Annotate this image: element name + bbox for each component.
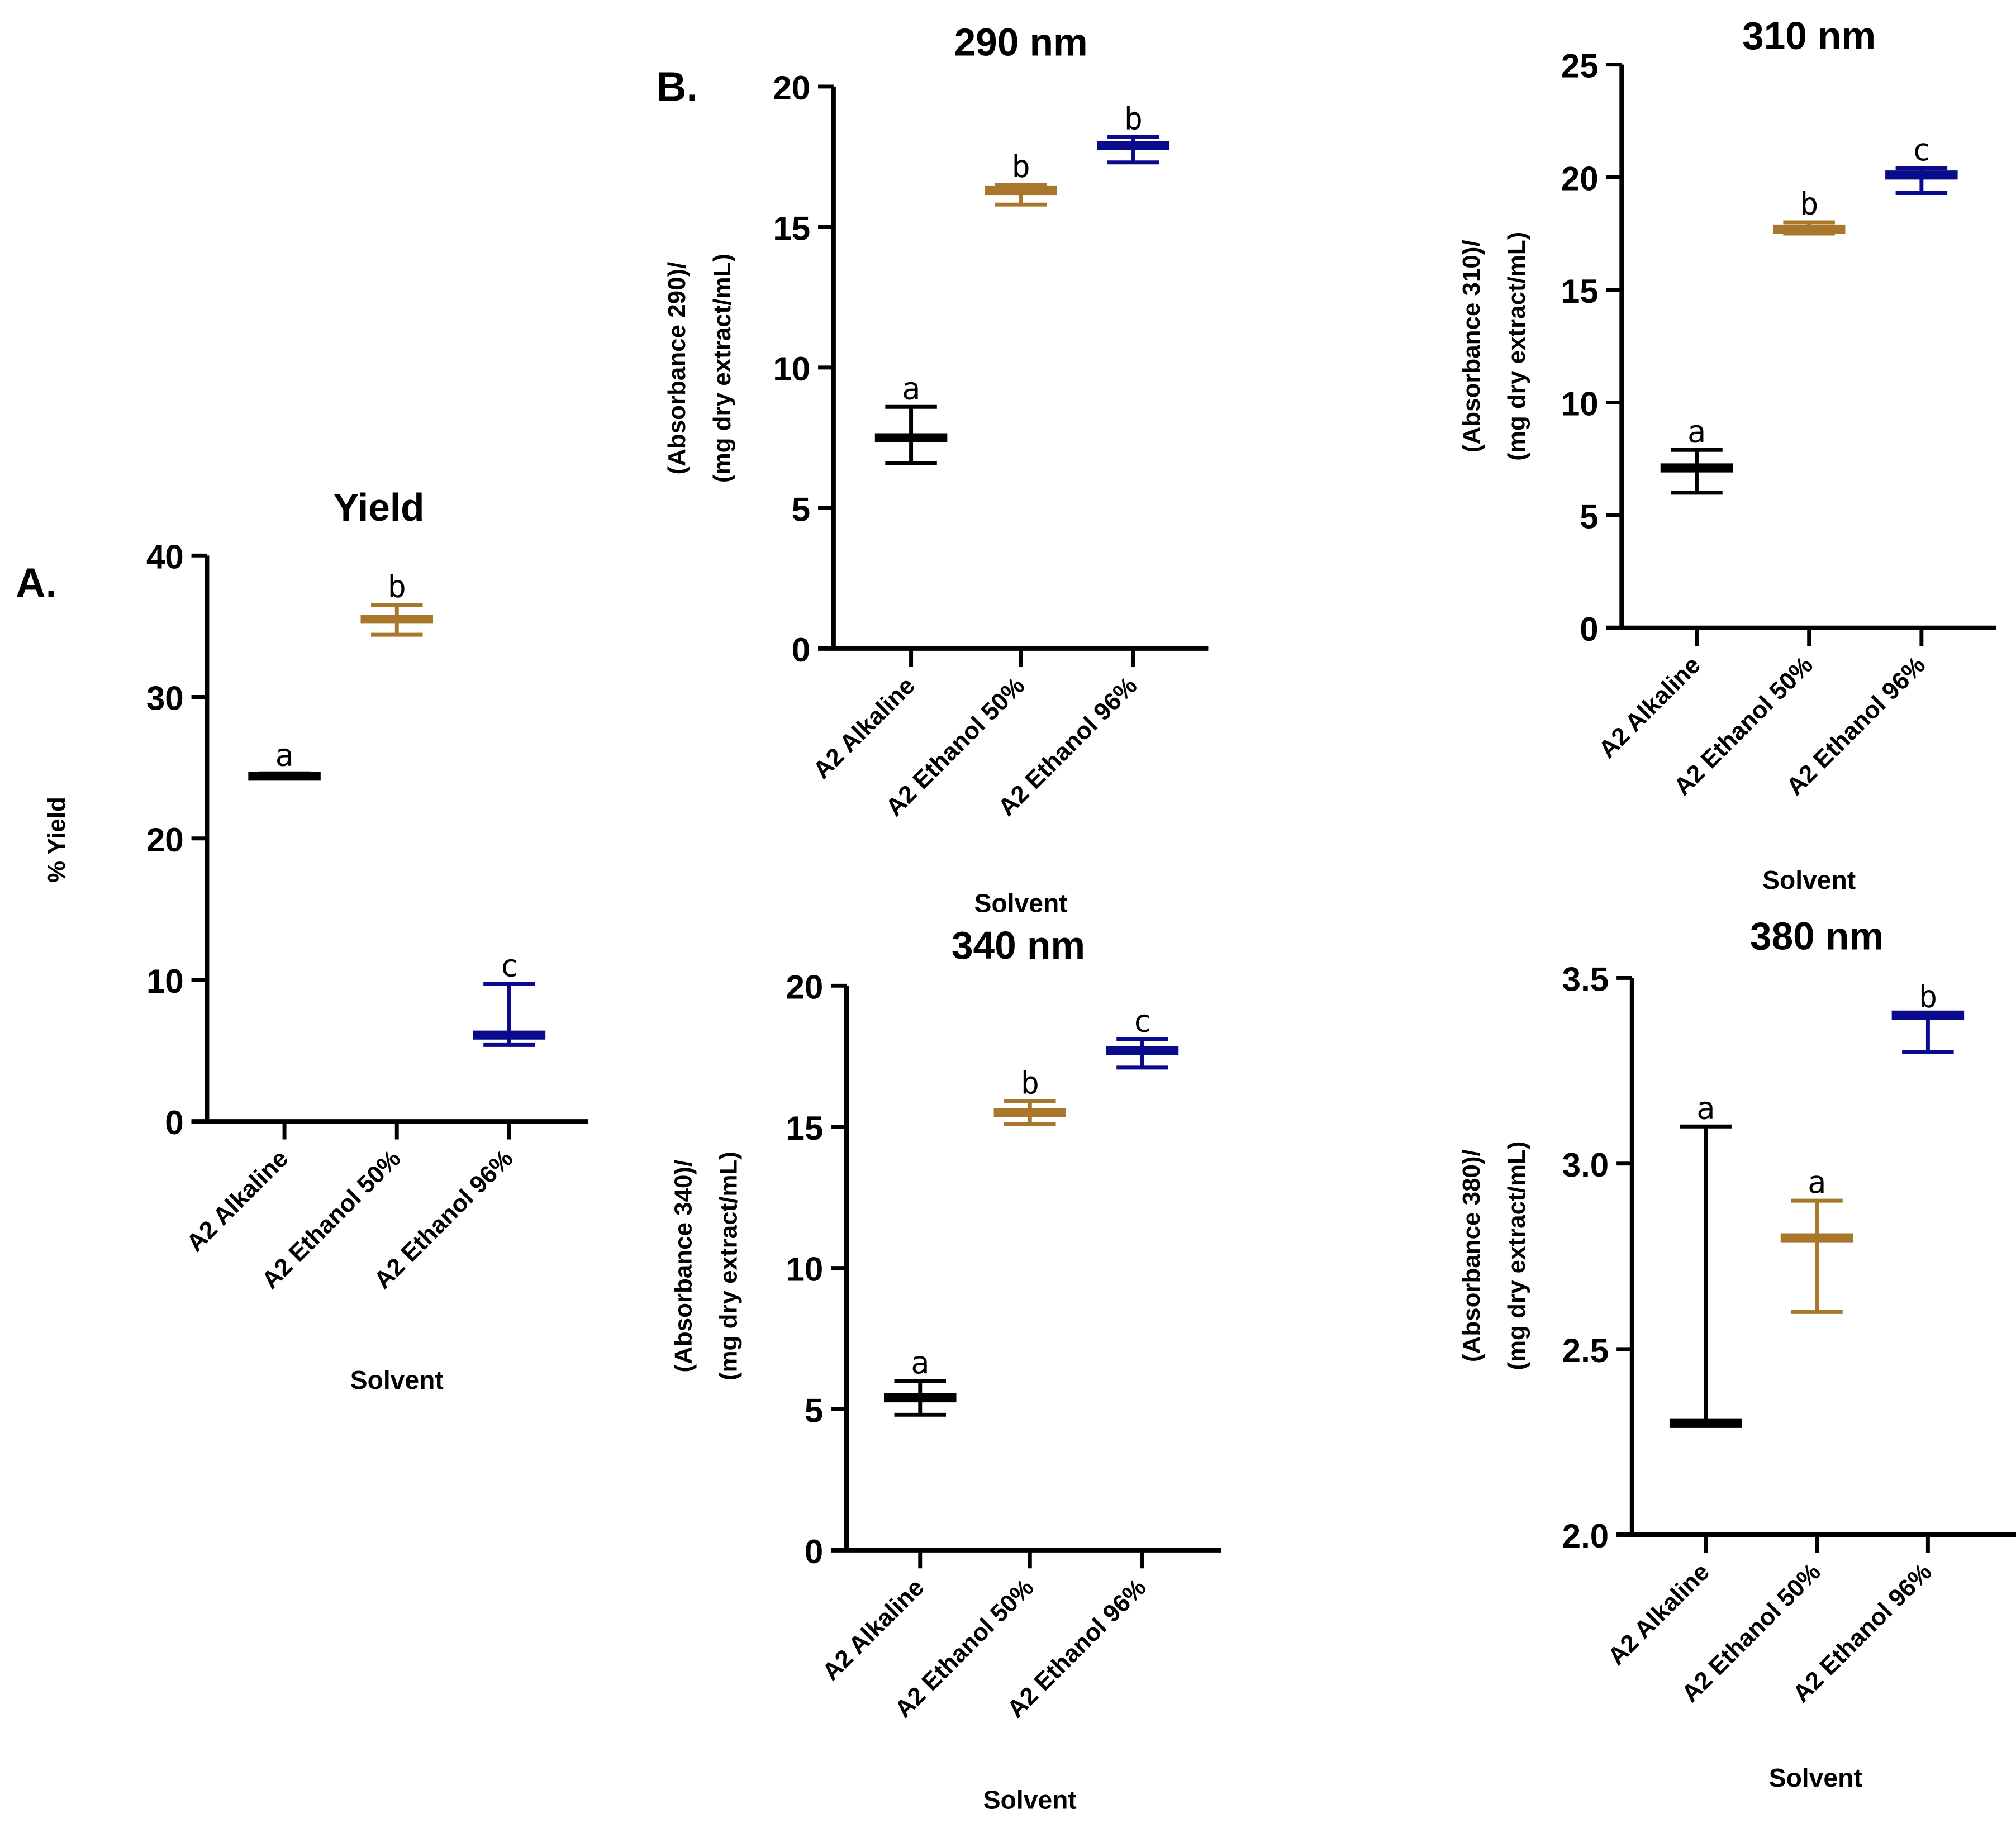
y-tick-label: 3.0 xyxy=(1562,1146,1609,1184)
y-axis-label: % Yield xyxy=(43,797,70,883)
y-tick-label: 20 xyxy=(786,968,823,1006)
significance-letter: a xyxy=(902,370,920,407)
y-tick-label: 0 xyxy=(1580,611,1598,648)
significance-letter: c xyxy=(1912,132,1931,168)
chart-title: 290 nm xyxy=(954,20,1088,64)
y-tick-label: 10 xyxy=(1561,385,1599,423)
significance-letter: a xyxy=(911,1345,929,1381)
significance-letter: c xyxy=(500,948,519,984)
chart-title: 380 nm xyxy=(1750,915,1884,958)
y-tick-label: 15 xyxy=(1561,273,1599,310)
significance-letter: a xyxy=(1808,1164,1826,1201)
significance-letter: b xyxy=(1800,186,1818,222)
y-tick-label: 40 xyxy=(146,538,184,575)
y-axis-label: (Absorbance 310)/ xyxy=(1458,240,1485,453)
y-axis-label: (mg dry extract/mL) xyxy=(709,254,736,483)
significance-letter: c xyxy=(1133,1003,1152,1039)
chart-title: Yield xyxy=(333,485,424,529)
x-axis-label: Solvent xyxy=(1769,1763,1862,1792)
y-tick-label: 20 xyxy=(146,821,184,859)
y-tick-label: 30 xyxy=(146,680,184,717)
x-tick-label: A2 Alkaline xyxy=(1594,651,1706,764)
y-tick-label: 15 xyxy=(786,1110,823,1147)
chart-title: 310 nm xyxy=(1742,14,1876,58)
panel-label-b: B. xyxy=(657,63,698,110)
x-axis-label: Solvent xyxy=(350,1365,444,1394)
significance-letter: b xyxy=(1011,149,1030,185)
significance-letter: b xyxy=(1124,101,1143,137)
significance-letter: a xyxy=(1687,413,1706,450)
y-axis-label: (mg dry extract/mL) xyxy=(715,1151,742,1380)
x-tick-label: A2 Alkaline xyxy=(808,672,920,784)
y-tick-label: 0 xyxy=(165,1104,183,1141)
x-tick-label: A2 Alkaline xyxy=(1603,1558,1715,1670)
y-tick-label: 20 xyxy=(773,69,810,107)
y-tick-label: 20 xyxy=(1561,160,1599,197)
y-tick-label: 3.5 xyxy=(1562,961,1609,998)
panel-label-a: A. xyxy=(16,559,57,606)
significance-letter: b xyxy=(388,569,406,605)
y-tick-label: 5 xyxy=(792,491,810,528)
y-tick-label: 25 xyxy=(1561,47,1599,85)
y-tick-label: 5 xyxy=(805,1392,823,1429)
y-tick-label: 5 xyxy=(1580,498,1598,535)
y-axis-label: (mg dry extract/mL) xyxy=(1503,232,1530,461)
y-axis-label: (Absorbance 340)/ xyxy=(669,1160,697,1373)
x-axis-label: Solvent xyxy=(983,1785,1077,1814)
chart-title: 340 nm xyxy=(952,923,1085,967)
y-axis-label: (Absorbance 380)/ xyxy=(1458,1149,1485,1362)
x-tick-label: A2 Alkaline xyxy=(181,1145,293,1257)
y-tick-label: 10 xyxy=(786,1251,823,1288)
significance-letter: a xyxy=(1696,1090,1715,1126)
y-tick-label: 2.5 xyxy=(1562,1332,1609,1369)
significance-letter: b xyxy=(1919,979,1937,1015)
y-tick-label: 10 xyxy=(773,350,810,388)
y-tick-label: 10 xyxy=(146,963,184,1000)
y-axis-label: (mg dry extract/mL) xyxy=(1503,1141,1530,1370)
y-tick-label: 15 xyxy=(773,210,810,247)
significance-letter: b xyxy=(1021,1065,1039,1102)
y-tick-label: 0 xyxy=(792,631,810,669)
x-axis-label: Solvent xyxy=(1762,865,1856,894)
y-axis-label: (Absorbance 290)/ xyxy=(663,262,691,475)
x-axis-label: Solvent xyxy=(974,889,1068,918)
x-tick-label: A2 Alkaline xyxy=(817,1574,929,1686)
y-tick-label: 0 xyxy=(805,1533,823,1570)
significance-letter: a xyxy=(275,737,293,773)
y-tick-label: 2.0 xyxy=(1562,1517,1609,1555)
